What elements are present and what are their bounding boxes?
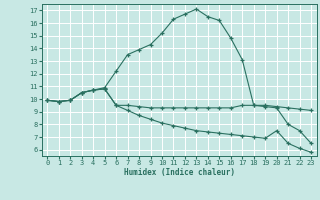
X-axis label: Humidex (Indice chaleur): Humidex (Indice chaleur) [124, 168, 235, 177]
